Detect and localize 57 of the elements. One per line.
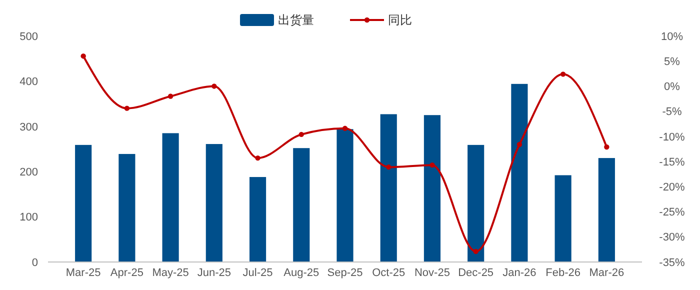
point: [560, 72, 566, 77]
point: [255, 155, 260, 161]
x-tick-label: Oct-25: [372, 267, 406, 279]
x-tick-label: Jul-25: [242, 267, 273, 279]
x-tick-label: Nov-25: [414, 267, 450, 279]
x-tick-label: Apr-25: [110, 267, 144, 279]
y2-tick-label: -10%: [659, 131, 686, 144]
point: [516, 142, 522, 148]
y-tick-label: 100: [20, 212, 38, 224]
point: [386, 164, 392, 170]
point: [124, 106, 130, 111]
y-tick-label: 400: [20, 76, 38, 88]
point: [80, 53, 86, 59]
bar: [380, 114, 397, 262]
point: [212, 84, 217, 89]
x-tick-label: Aug-25: [284, 267, 320, 279]
y-tick-label: 0: [32, 256, 38, 269]
legend-label: 出货量: [278, 13, 314, 28]
y2-tick-label: 10%: [660, 30, 684, 43]
point: [342, 126, 348, 132]
y2-tick-label: -15%: [659, 156, 686, 168]
y2-tick-label: 0%: [664, 81, 680, 94]
bar: [75, 144, 92, 262]
bar: [249, 177, 266, 262]
point: [473, 248, 478, 254]
y-tick-label: 200: [20, 166, 38, 178]
point: [298, 132, 304, 138]
x-tick-label: Dec-25: [458, 267, 494, 279]
y-tick-label: 300: [20, 121, 38, 134]
y2-tick-label: 5%: [664, 56, 680, 68]
bar: [118, 154, 136, 262]
bar: [162, 133, 179, 262]
y2-tick-label: -5%: [662, 106, 682, 118]
bar: [424, 115, 441, 262]
x-tick-label: Mar-26: [589, 267, 624, 279]
x-tick-label: Feb-26: [546, 267, 580, 279]
bar: [554, 175, 572, 262]
x-tick-label: Sep-25: [327, 267, 363, 279]
x-tick-label: Jun-25: [197, 267, 231, 279]
x-tick-label: Jan-26: [502, 267, 536, 279]
y2-tick-label: -25%: [659, 206, 686, 219]
x-tick-label: Mar-25: [66, 267, 101, 279]
legend-label: 同比: [388, 13, 412, 28]
y2-tick-label: -30%: [659, 232, 686, 244]
y2-tick-label: -20%: [659, 182, 686, 194]
point: [168, 94, 174, 99]
y-tick-label: 500: [20, 30, 38, 43]
bar: [336, 129, 354, 262]
bar: [511, 84, 528, 262]
bar: [598, 158, 615, 262]
point: [430, 162, 435, 168]
bar: [206, 144, 222, 262]
bar: [468, 144, 484, 262]
x-tick-label: May-25: [152, 267, 189, 279]
y2-tick-label: -35%: [659, 256, 686, 269]
point: [604, 144, 610, 150]
bar: [293, 148, 310, 262]
